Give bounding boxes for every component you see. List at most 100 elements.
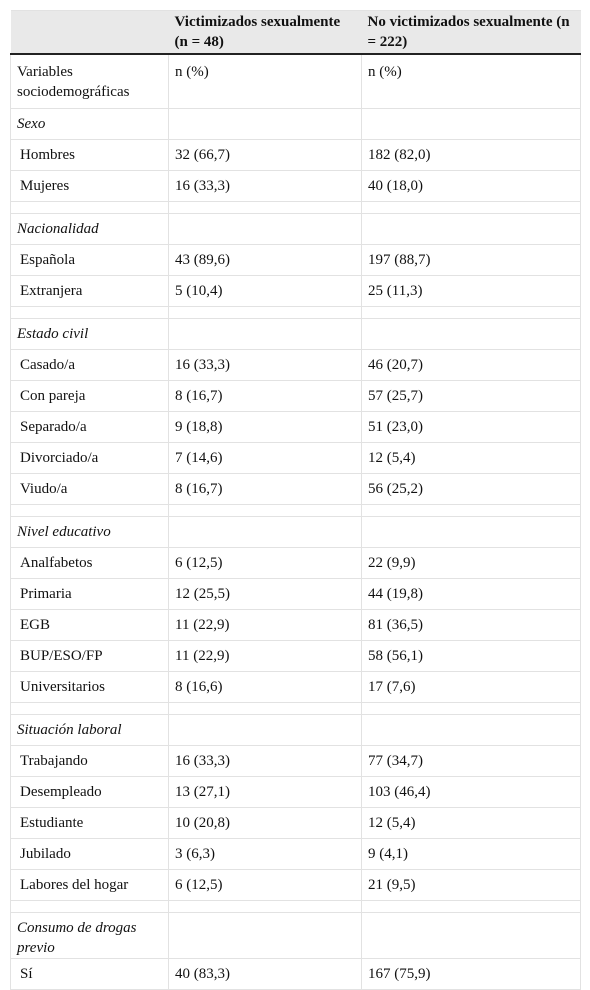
data-row: Española 43 (89,6) 197 (88,7) [10, 243, 581, 276]
spacer-cell [361, 899, 581, 913]
header-cell: No victimizados sexualmente (n = 222) [361, 10, 581, 55]
cell: 8 (16,6) [168, 670, 362, 703]
cell: 3 (6,3) [168, 837, 362, 870]
spacer-cell [10, 701, 169, 715]
row-label: Primaria [10, 577, 169, 610]
cell: 12 (5,4) [361, 441, 581, 474]
group-row: Sexo [10, 107, 581, 140]
cell: 32 (66,7) [168, 138, 362, 171]
cell: 9 (4,1) [361, 837, 581, 870]
group-row: Nacionalidad [10, 212, 581, 245]
cell: 16 (33,3) [168, 348, 362, 381]
spacer-row [10, 701, 581, 715]
table-header: Victimizados sexualmente (n = 48) No vic… [10, 10, 581, 55]
cell: 40 (83,3) [168, 957, 362, 990]
cell: 58 (56,1) [361, 639, 581, 672]
header-cell: Victimizados sexualmente (n = 48) [168, 10, 362, 55]
cell: 197 (88,7) [361, 243, 581, 276]
cell [168, 107, 362, 140]
cell: 13 (27,1) [168, 775, 362, 808]
spacer-cell [361, 200, 581, 214]
spacer-cell [10, 200, 169, 214]
cell: 46 (20,7) [361, 348, 581, 381]
data-row: Estudiante 10 (20,8) 12 (5,4) [10, 806, 581, 839]
cell: 10 (20,8) [168, 806, 362, 839]
spacer-cell [361, 503, 581, 517]
row-label: Labores del hogar [10, 868, 169, 901]
row-label: Trabajando [10, 744, 169, 777]
row-label: Universitarios [10, 670, 169, 703]
row-label: Separado/a [10, 410, 169, 443]
data-row: Divorciado/a 7 (14,6) 12 (5,4) [10, 441, 581, 474]
cell: 12 (25,5) [168, 577, 362, 610]
cell: 6 (12,5) [168, 546, 362, 579]
cell: 12 (5,4) [361, 806, 581, 839]
data-row: Primaria 12 (25,5) 44 (19,8) [10, 577, 581, 610]
row-label: Sí [10, 957, 169, 990]
header-cell [10, 10, 169, 55]
cell: 21 (9,5) [361, 868, 581, 901]
cell [361, 515, 581, 548]
cell: 25 (11,3) [361, 274, 581, 307]
spacer-cell [361, 701, 581, 715]
spacer-cell [168, 503, 362, 517]
data-row: Sí 40 (83,3) 167 (75,9) [10, 957, 581, 990]
row-label: Extranjera [10, 274, 169, 307]
cell: 11 (22,9) [168, 608, 362, 641]
data-row: Casado/a 16 (33,3) 46 (20,7) [10, 348, 581, 381]
spacer-cell [168, 899, 362, 913]
spacer-row [10, 899, 581, 913]
row-label: Analfabetos [10, 546, 169, 579]
row-label: Casado/a [10, 348, 169, 381]
data-row: EGB 11 (22,9) 81 (36,5) [10, 608, 581, 641]
cell: 44 (19,8) [361, 577, 581, 610]
group-title: Nivel educativo [10, 515, 169, 548]
data-row: Mujeres 16 (33,3) 40 (18,0) [10, 169, 581, 202]
data-row: Labores del hogar 6 (12,5) 21 (9,5) [10, 868, 581, 901]
cell [361, 911, 581, 959]
group-row: Situación laboral [10, 713, 581, 746]
cell: 81 (36,5) [361, 608, 581, 641]
row-label: Hombres [10, 138, 169, 171]
cell: 22 (9,9) [361, 546, 581, 579]
cell: 40 (18,0) [361, 169, 581, 202]
group-title: Consumo de drogas previo [10, 911, 169, 959]
spacer-cell [361, 305, 581, 319]
data-row: Hombres 32 (66,7) 182 (82,0) [10, 138, 581, 171]
group-title: Situación laboral [10, 713, 169, 746]
cell: 51 (23,0) [361, 410, 581, 443]
row-label: Viudo/a [10, 472, 169, 505]
row-label: EGB [10, 608, 169, 641]
group-row: Nivel educativo [10, 515, 581, 548]
cell [168, 317, 362, 350]
cell [168, 713, 362, 746]
cell: Variables sociodemográficas [10, 53, 169, 109]
cell: 8 (16,7) [168, 472, 362, 505]
cell: 57 (25,7) [361, 379, 581, 412]
spacer-cell [168, 200, 362, 214]
data-row: Extranjera 5 (10,4) 25 (11,3) [10, 274, 581, 307]
cell: 167 (75,9) [361, 957, 581, 990]
cell: 17 (7,6) [361, 670, 581, 703]
data-row: Separado/a 9 (18,8) 51 (23,0) [10, 410, 581, 443]
row-label: Divorciado/a [10, 441, 169, 474]
cell: 5 (10,4) [168, 274, 362, 307]
row-label: Estudiante [10, 806, 169, 839]
cell [168, 212, 362, 245]
cell [361, 713, 581, 746]
cell [361, 107, 581, 140]
spacer-row [10, 200, 581, 214]
group-row: Estado civil [10, 317, 581, 350]
data-row: BUP/ESO/FP 11 (22,9) 58 (56,1) [10, 639, 581, 672]
data-row: Desempleado 13 (27,1) 103 (46,4) [10, 775, 581, 808]
spacer-row [10, 503, 581, 517]
cell: 9 (18,8) [168, 410, 362, 443]
cell: 7 (14,6) [168, 441, 362, 474]
row-label: Con pareja [10, 379, 169, 412]
cell: 8 (16,7) [168, 379, 362, 412]
data-row: Viudo/a 8 (16,7) 56 (25,2) [10, 472, 581, 505]
data-table: Victimizados sexualmente (n = 48) No vic… [10, 10, 581, 990]
spacer-row [10, 305, 581, 319]
row-label: Española [10, 243, 169, 276]
group-row: Consumo de drogas previo [10, 911, 581, 959]
